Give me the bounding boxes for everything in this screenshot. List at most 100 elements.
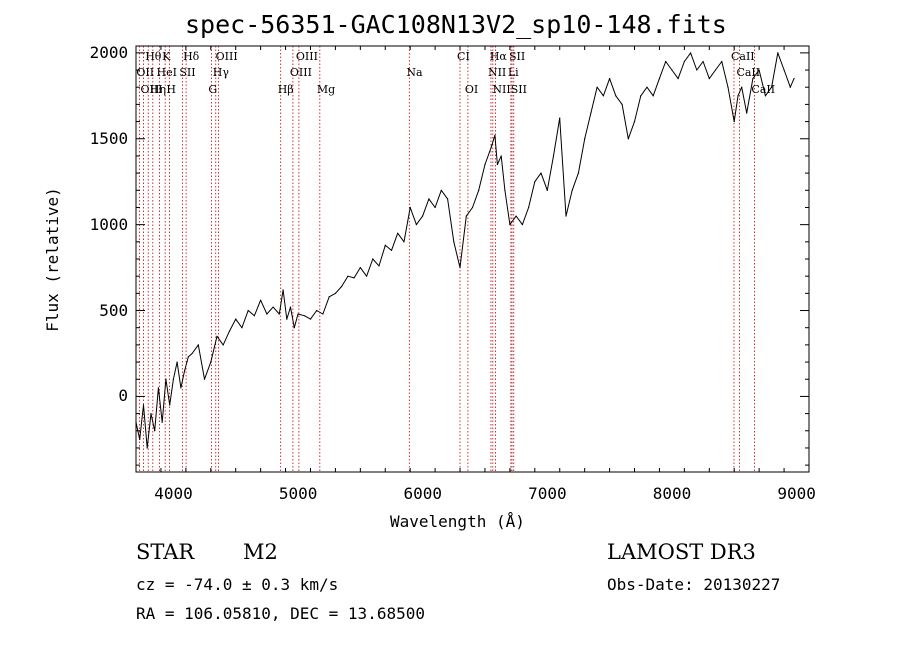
data-point [453,241,455,243]
data-point [471,206,474,209]
data-point [478,189,480,191]
survey-name: LAMOST DR3 [607,540,756,564]
data-point [289,306,292,308]
data-point [422,215,424,217]
data-point [316,309,318,312]
plot-frame [135,45,810,473]
spectral-line-label: OI [464,83,479,96]
spectral-line-label: CaII [730,50,755,63]
data-point [640,95,642,97]
spectral-line-label: NII [487,66,507,79]
data-point [771,86,773,88]
spectral-line-label: Hθ [145,50,162,63]
data-point [266,313,268,315]
data-point [793,78,795,80]
spectral-line-label: HeI [156,66,177,79]
data-point [527,206,530,209]
data-point [627,138,629,140]
data-point [465,215,467,217]
data-point [671,69,673,71]
data-point [272,306,274,308]
data-point [365,275,368,277]
data-point [565,215,567,217]
data-point [721,60,723,63]
data-point [161,421,163,423]
data-point [187,356,189,358]
data-point [241,327,243,329]
data-point [608,78,611,80]
x-tick-label: 8000 [652,484,692,503]
data-point [139,438,141,440]
spectral-line-label: SII [179,66,196,79]
x-tick-label: 7000 [528,484,567,503]
sky-coordinates: RA = 106.05810, DEC = 13.68500 [136,604,425,623]
data-point [253,315,255,317]
data-point [322,313,324,315]
data-point [515,215,517,217]
spectral-line-label: SII [510,83,527,96]
data-point [197,344,199,346]
spectral-line-label: Hδ [183,50,200,63]
data-point [509,224,511,226]
data-point [397,232,399,234]
data-point [746,112,748,114]
data-point [235,318,237,320]
data-point [496,163,499,166]
spectral-line-label: OIII [289,66,312,79]
redshift-velocity: cz = -74.0 ± 0.3 km/s [136,575,339,594]
data-point [596,86,598,88]
spectral-line-label: Hη [149,83,166,96]
x-tick-label: 9000 [777,484,816,503]
data-point [341,285,343,288]
data-point [677,78,679,80]
data-point [409,206,411,209]
spectral-line-label: Li [507,66,519,79]
data-point [334,292,337,294]
x-tick-label: 6000 [403,484,442,503]
data-point [353,277,355,279]
data-point [359,266,361,269]
data-point [764,95,766,97]
spectral-line-label: CaII [736,66,761,79]
data-point [789,86,791,88]
data-point [577,172,580,174]
data-point [142,404,145,406]
data-point [378,265,380,267]
y-tick-label: 0 [118,386,129,406]
data-point [752,78,754,80]
spectral-line-label: SII [509,50,526,63]
data-point [440,189,442,191]
data-point [150,412,152,415]
data-point [180,387,182,389]
spectrum-series [135,52,795,449]
data-point [228,330,231,332]
data-point [665,60,667,63]
spectral-line-label: Na [406,66,423,79]
data-point [690,52,692,54]
data-point [559,117,561,119]
data-point [293,327,295,329]
data-point [733,120,735,123]
x-tick-label: 4000 [154,484,193,503]
data-point [500,155,502,157]
spectral-line-label: OIII [215,50,238,63]
data-point [590,112,592,114]
data-point [702,60,704,63]
data-point [347,275,349,277]
data-point [390,249,393,252]
data-point [428,198,430,200]
spectral-line-label: H [166,83,176,96]
y-tick-label: 500 [99,300,129,320]
data-point [297,313,299,315]
observation-date: Obs-Date: 20130227 [607,575,781,594]
data-point [303,315,305,317]
y-tick-label: 1000 [89,214,129,234]
data-point [415,224,418,226]
spectral-line-label: CaII [751,83,776,96]
data-point [546,189,548,191]
chart-title: spec-56351-GAC108N13V2_sp10-148.fits [185,10,727,39]
data-point [633,120,636,123]
data-point [504,189,506,191]
data-point [191,352,193,355]
object-class: STAR [136,540,195,564]
